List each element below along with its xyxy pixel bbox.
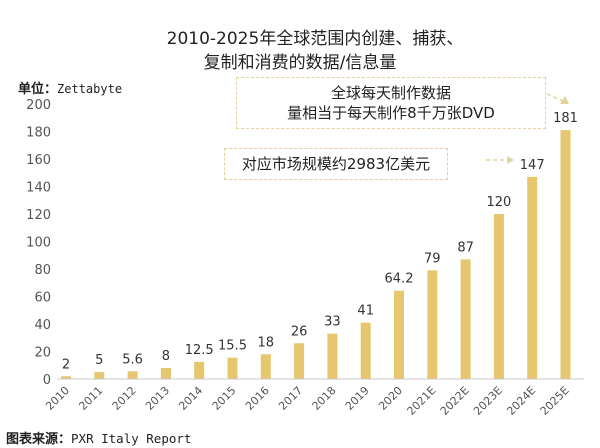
y-tick-label: 140 bbox=[26, 181, 51, 196]
x-tick-label: 2022E bbox=[438, 384, 472, 418]
data-label: 181 bbox=[553, 111, 578, 126]
x-tick-label: 2021E bbox=[405, 384, 439, 418]
data-label: 18 bbox=[258, 335, 275, 350]
data-label: 5.6 bbox=[122, 352, 143, 367]
y-tick-label: 20 bbox=[34, 346, 51, 361]
bar bbox=[560, 130, 571, 379]
x-tick-label: 2011 bbox=[76, 384, 105, 413]
bar bbox=[160, 368, 171, 379]
bar bbox=[427, 270, 438, 379]
x-tick-label: 2016 bbox=[243, 384, 272, 413]
data-label: 41 bbox=[357, 304, 374, 319]
bar bbox=[194, 361, 205, 379]
y-tick-label: 60 bbox=[34, 291, 51, 306]
x-tick-label: 2013 bbox=[143, 384, 172, 413]
annotation-daily-dvd: 全球每天制作数据 量相当于每天制作8千万张DVD bbox=[236, 77, 546, 129]
bar bbox=[127, 371, 138, 379]
chart-title-line-1: 2010-2025年全球范围内创建、捕获、 bbox=[166, 29, 464, 49]
unit-label-value: Zettabyte bbox=[57, 82, 123, 96]
annotation-daily-dvd-line-2: 量相当于每天制作8千万张DVD bbox=[287, 104, 495, 122]
bar bbox=[460, 259, 471, 379]
annotation-arrow-head bbox=[560, 96, 569, 104]
bar bbox=[493, 214, 504, 379]
unit-label-prefix: 单位： bbox=[18, 82, 58, 97]
annotation-arrow-head bbox=[507, 156, 514, 164]
y-tick-label: 180 bbox=[26, 126, 51, 141]
x-tick-label: 2024E bbox=[504, 384, 538, 418]
data-label: 33 bbox=[324, 315, 341, 330]
data-label: 120 bbox=[486, 195, 511, 210]
bars bbox=[61, 130, 571, 379]
annotation-arrows bbox=[486, 93, 569, 164]
bar bbox=[360, 322, 371, 379]
annotation-market-size-line-1: 对应市场规模约2983亿美元 bbox=[241, 155, 431, 173]
y-tick-label: 100 bbox=[26, 236, 51, 251]
data-label: 79 bbox=[424, 251, 441, 266]
x-tick-label: 2012 bbox=[110, 384, 139, 413]
bar bbox=[394, 290, 404, 379]
unit-label: 单位：Zettabyte bbox=[18, 78, 122, 97]
source-value: PXR Italy Report bbox=[71, 431, 192, 446]
data-label: 2 bbox=[62, 357, 70, 372]
y-tick-label: 160 bbox=[26, 153, 51, 168]
data-label: 64.2 bbox=[385, 272, 414, 287]
x-axis: 2010 2011 2012 2013 2014 2015 2016 2017 2018 2019… bbox=[43, 378, 584, 418]
data-label: 15.5 bbox=[218, 339, 247, 354]
x-tick-label: 2018 bbox=[310, 384, 339, 413]
x-tick-label: 2010 bbox=[43, 384, 72, 413]
y-tick-label: 40 bbox=[34, 318, 51, 333]
bar bbox=[227, 357, 238, 379]
bar bbox=[327, 333, 338, 379]
chart-title-line-2: 复制和消费的数据/信息量 bbox=[203, 53, 397, 73]
bar bbox=[294, 343, 305, 379]
y-axis: 0 20 40 60 80 100 120 140 160 180 200 bbox=[26, 98, 51, 388]
bar bbox=[61, 376, 71, 379]
bar bbox=[94, 372, 105, 379]
data-label: 26 bbox=[291, 324, 308, 339]
x-tick-label: 2014 bbox=[176, 384, 205, 413]
data-label: 8 bbox=[162, 349, 170, 364]
y-tick-label: 80 bbox=[34, 263, 51, 278]
annotation-daily-dvd-line-1: 全球每天制作数据 bbox=[330, 84, 451, 102]
x-tick-label: 2025E bbox=[538, 384, 572, 418]
x-tick-label: 2020 bbox=[376, 384, 405, 413]
source-label: 图表来源： bbox=[6, 432, 72, 447]
x-tick-label: 2023E bbox=[471, 384, 505, 418]
data-label: 87 bbox=[457, 240, 474, 255]
x-tick-label: 2019 bbox=[343, 384, 372, 413]
bar bbox=[527, 176, 538, 379]
data-labels: 2 5 5.6 8 12.5 15.5 18 26 33 41 64.2 79 87 120 147 181 bbox=[62, 111, 578, 372]
chart-source: 图表来源：PXR Italy Report bbox=[6, 428, 191, 447]
annotation-market-size: 对应市场规模约2983亿美元 bbox=[224, 148, 448, 180]
x-tick-label: 2017 bbox=[276, 384, 305, 413]
data-label: 12.5 bbox=[185, 343, 214, 358]
data-label: 147 bbox=[520, 158, 545, 173]
y-tick-label: 120 bbox=[26, 208, 51, 223]
y-tick-label: 0 bbox=[43, 373, 51, 388]
x-tick-label: 2015 bbox=[210, 384, 239, 413]
annotation-arrow-line bbox=[546, 93, 564, 102]
y-tick-label: 200 bbox=[26, 98, 51, 113]
bar bbox=[260, 354, 271, 379]
data-label: 5 bbox=[95, 353, 103, 368]
